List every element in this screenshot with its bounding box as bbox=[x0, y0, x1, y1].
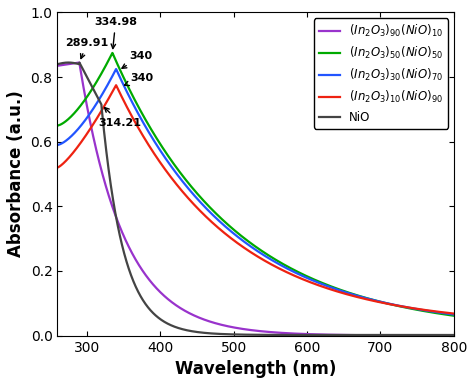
Text: 334.98: 334.98 bbox=[94, 17, 137, 49]
Text: 314.21: 314.21 bbox=[99, 107, 141, 127]
Text: 289.91: 289.91 bbox=[65, 38, 109, 59]
Y-axis label: Absorbance (a.u.): Absorbance (a.u.) bbox=[7, 90, 25, 258]
Text: 340: 340 bbox=[122, 51, 153, 68]
Legend: $(In_2O_3)_{90}(NiO)_{10}$, $(In_2O_3)_{50}(NiO)_{50}$, $(In_2O_3)_{30}(NiO)_{70: $(In_2O_3)_{90}(NiO)_{10}$, $(In_2O_3)_{… bbox=[314, 18, 448, 129]
Text: 340: 340 bbox=[125, 73, 154, 85]
X-axis label: Wavelength (nm): Wavelength (nm) bbox=[175, 360, 336, 378]
